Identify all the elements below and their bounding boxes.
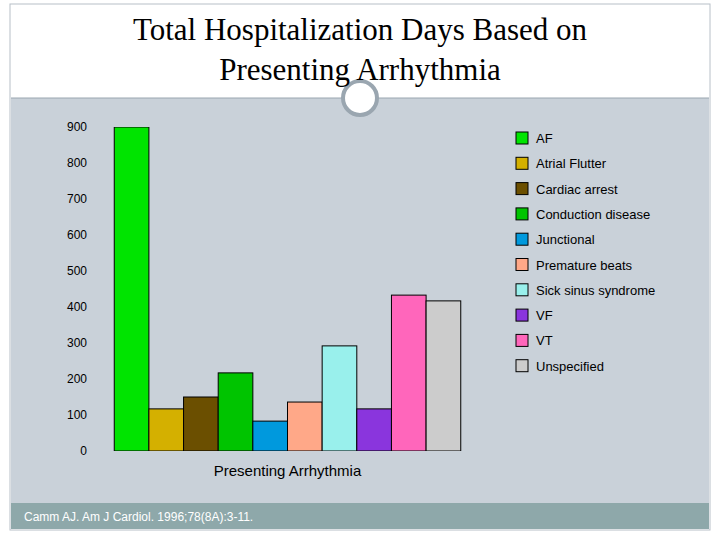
category-label: Presenting Arrhythmia	[214, 462, 362, 479]
footer-band	[11, 503, 709, 529]
bar	[426, 301, 461, 451]
slide: 0 100 200 300 400 500 600 700 800 900 Presenting A…	[0, 0, 720, 540]
bars	[114, 127, 461, 451]
bar	[322, 346, 357, 451]
legend-swatch	[516, 208, 528, 220]
y-tick-label: 600	[67, 228, 87, 242]
legend-label: VT	[536, 333, 553, 348]
legend-swatch	[516, 360, 528, 372]
legend-label: Unspecified	[536, 359, 604, 374]
bar	[357, 409, 392, 451]
title: Total Hospitalization Days Based on Pres…	[95, 10, 625, 90]
legend-swatch	[516, 259, 528, 271]
legend: AF Atrial Flutter Cardiac arrest Conduction…	[516, 131, 655, 374]
legend-swatch	[516, 284, 528, 296]
legend-label: Sick sinus syndrome	[536, 283, 655, 298]
legend-swatch	[516, 334, 528, 346]
y-tick-label: 200	[67, 372, 87, 386]
y-tick-label: 500	[67, 264, 87, 278]
bar	[114, 127, 149, 451]
legend-label: Junctional	[536, 232, 595, 247]
legend-swatch	[516, 157, 528, 169]
bar	[391, 295, 426, 451]
legend-label: Atrial Flutter	[536, 156, 607, 171]
legend-swatch	[516, 183, 528, 195]
source: Camm AJ. Am J Cardiol. 1996;78(8A):3-11.	[24, 510, 253, 524]
y-tick-label: 400	[67, 300, 87, 314]
bar	[288, 402, 323, 451]
bar	[218, 373, 253, 451]
legend-label: AF	[536, 131, 553, 146]
bar	[149, 409, 184, 451]
legend-swatch	[516, 309, 528, 321]
bar	[253, 421, 288, 451]
y-tick-label: 0	[80, 444, 87, 458]
legend-label: Conduction disease	[536, 207, 650, 222]
legend-label: Cardiac arrest	[536, 182, 618, 197]
legend-label: Premature beats	[536, 258, 633, 273]
y-tick-label: 700	[67, 192, 87, 206]
legend-swatch	[516, 233, 528, 245]
y-tick-label: 300	[67, 336, 87, 350]
y-tick-label: 900	[67, 120, 87, 134]
legend-swatch	[516, 132, 528, 144]
slide-frame	[10, 4, 710, 530]
legend-label: VF	[536, 308, 553, 323]
y-tick-label: 100	[67, 408, 87, 422]
content-panel	[11, 98, 709, 529]
y-tick-label: 800	[67, 156, 87, 170]
bar	[184, 397, 219, 451]
